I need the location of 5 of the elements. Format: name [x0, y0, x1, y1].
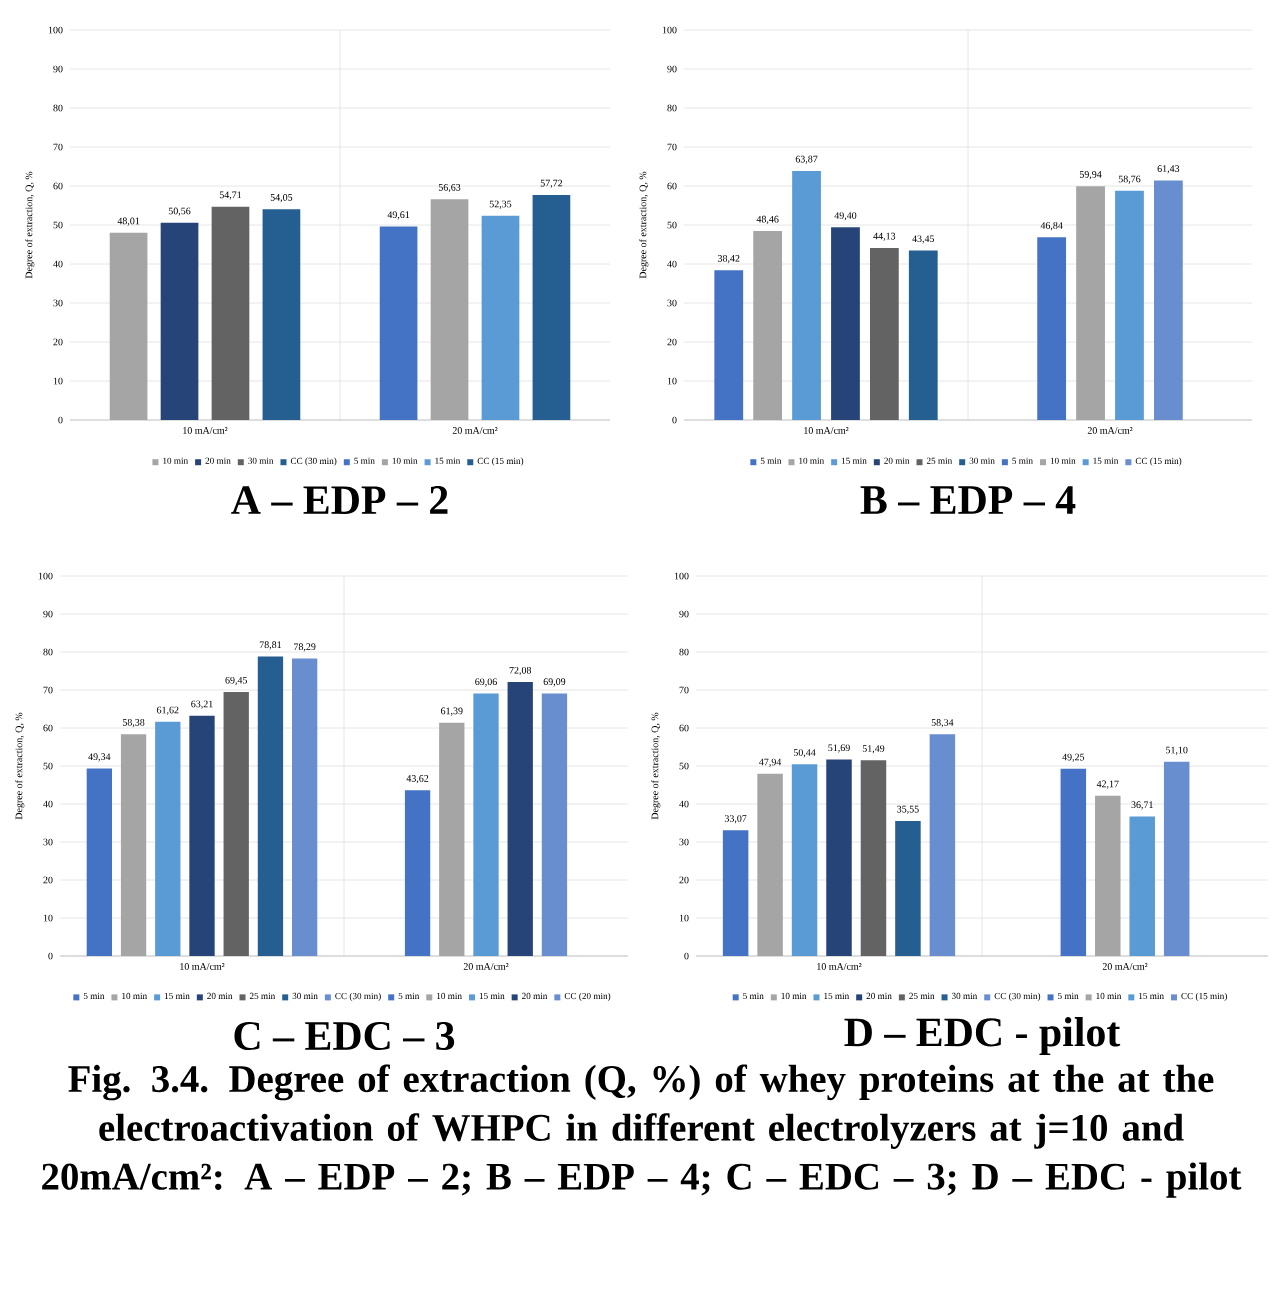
text: A – EDP – 2	[231, 486, 448, 514]
text: C – EDC – 3	[234, 1021, 455, 1051]
caption: Fig. 3.4. Degree of extraction (Q, %) of whey proteins at the at the electroactivation of WHPC in different electrolyzers at j=10 and 20mA/cm²: A – EDP – 2; B – EDP – 4; C – EDC – 3; D – EDC - pilot	[42, 1064, 1242, 1198]
text: B – EDP – 4	[860, 486, 1076, 514]
text: D – EDC - pilot	[844, 1017, 1121, 1055]
